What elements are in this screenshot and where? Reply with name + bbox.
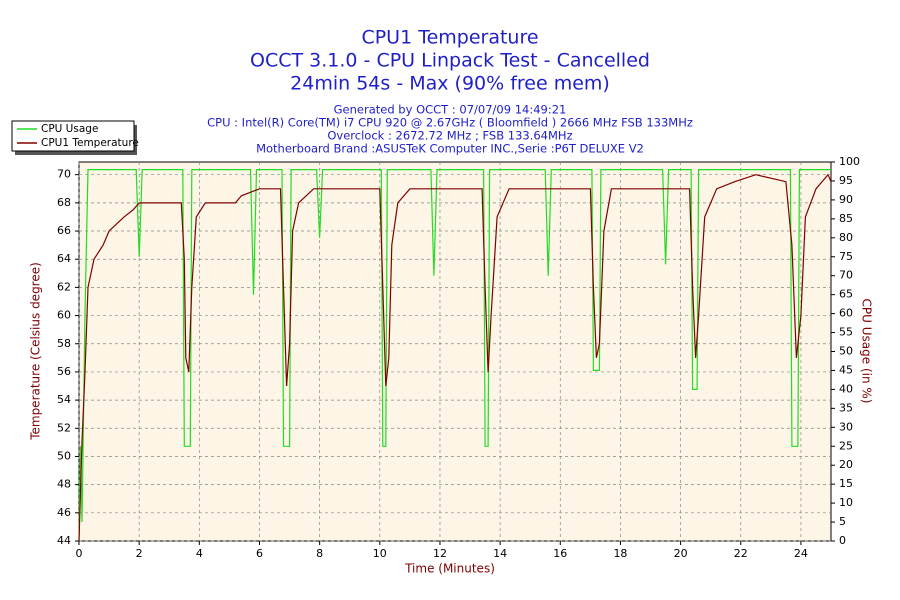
- plot-area: [78, 161, 832, 542]
- y2-tick-label: 10: [839, 496, 853, 509]
- legend-box: [11, 120, 135, 152]
- y-tick-label: 56: [57, 365, 71, 378]
- y-tick-label: 46: [57, 506, 71, 519]
- x-tick-label: 6: [256, 547, 263, 560]
- x-tick-label: 2: [136, 547, 143, 560]
- y-tick-label: 54: [57, 393, 71, 406]
- chart-title: CPU1 Temperature: [361, 27, 538, 49]
- y-tick-label: 52: [57, 421, 71, 434]
- x-tick-label: 14: [493, 547, 507, 560]
- y2-tick-label: 100: [839, 155, 860, 168]
- x-tick-label: 20: [674, 547, 688, 560]
- y-tick-label: 68: [57, 196, 71, 209]
- y2-tick-label: 70: [839, 269, 853, 282]
- x-tick-label: 24: [794, 547, 808, 560]
- y2-tick-label: 0: [839, 534, 846, 547]
- info-line: Overclock : 2672.72 MHz ; FSB 133.64MHz: [327, 129, 572, 143]
- series-line: [78, 169, 831, 542]
- y2-tick-label: 55: [839, 326, 853, 339]
- legend-label: CPU Usage: [41, 123, 98, 135]
- info-line: Motherboard Brand :ASUSTeK Computer INC.…: [256, 142, 644, 156]
- y2-tick-label: 15: [839, 477, 853, 490]
- series-line: [78, 173, 832, 542]
- legend-label: CPU1 Temperature: [41, 137, 139, 149]
- y2-tick-label: 20: [839, 458, 853, 471]
- y2-tick-label: 35: [839, 401, 853, 414]
- y-tick-label: 66: [57, 224, 71, 237]
- subtitle: 24min 54s - Max (90% free mem): [290, 73, 610, 95]
- x-axis-label: Time (Minutes): [404, 562, 495, 576]
- y2-tick-label: 40: [839, 382, 853, 395]
- x-tick-label: 22: [734, 547, 748, 560]
- y2-tick-label: 90: [839, 193, 853, 206]
- x-tick-label: 0: [76, 547, 83, 560]
- y2-tick-label: 25: [839, 439, 853, 452]
- y-tick-label: 44: [57, 534, 71, 547]
- y2-tick-label: 75: [839, 250, 853, 263]
- y2-tick-label: 5: [839, 515, 846, 528]
- info-line: CPU : Intel(R) Core(TM) i7 CPU 920 @ 2.6…: [207, 116, 693, 130]
- y-tick-label: 70: [57, 168, 71, 181]
- y2-tick-label: 45: [839, 363, 853, 376]
- y-tick-label: 62: [57, 280, 71, 293]
- x-tick-label: 16: [553, 547, 567, 560]
- x-tick-label: 4: [196, 547, 203, 560]
- y2-tick-label: 50: [839, 345, 853, 358]
- y-tick-label: 48: [57, 478, 71, 491]
- y2-tick-label: 60: [839, 307, 853, 320]
- x-tick-label: 10: [373, 547, 387, 560]
- y-tick-label: 60: [57, 309, 71, 322]
- legend: CPU Usage CPU1 Temperature: [11, 120, 139, 155]
- x-tick-label: 12: [433, 547, 447, 560]
- y-tick-label: 50: [57, 449, 71, 462]
- y-axis-label: Temperature (Celsius degree): [29, 262, 43, 441]
- x-tick-label: 18: [613, 547, 627, 560]
- subtitle: OCCT 3.1.0 - CPU Linpack Test - Cancelle…: [250, 50, 650, 72]
- info-line: Generated by OCCT : 07/07/09 14:49:21: [334, 103, 567, 117]
- y2-tick-label: 95: [839, 174, 853, 187]
- y2-tick-label: 85: [839, 212, 853, 225]
- y2-tick-label: 65: [839, 288, 853, 301]
- x-tick-label: 8: [316, 547, 323, 560]
- y-tick-label: 64: [57, 252, 71, 265]
- y2-axis-label: CPU Usage (in %): [860, 299, 874, 404]
- y2-tick-label: 80: [839, 231, 853, 244]
- y-tick-label: 58: [57, 337, 71, 350]
- y2-tick-label: 30: [839, 420, 853, 433]
